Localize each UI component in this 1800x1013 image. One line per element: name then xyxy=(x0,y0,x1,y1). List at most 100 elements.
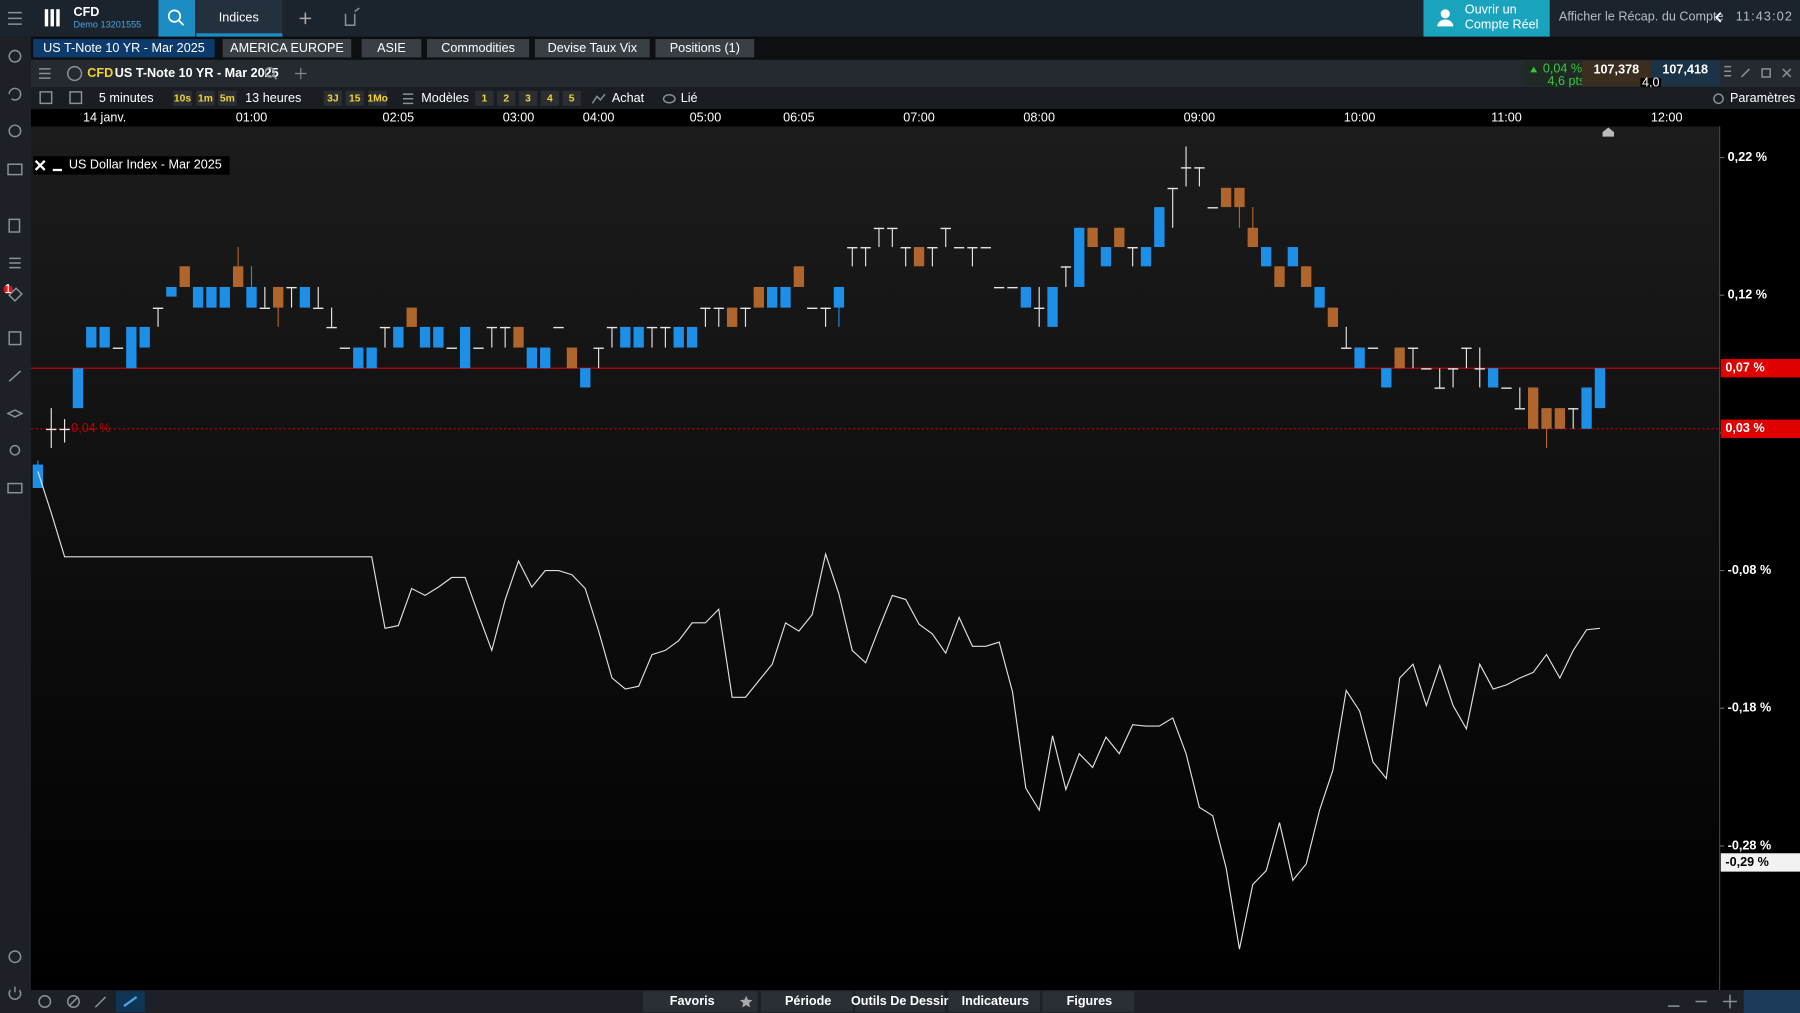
x-tick-label: 10:00 xyxy=(1344,111,1376,125)
candle-body xyxy=(112,347,124,349)
bottom-tab[interactable] xyxy=(948,991,1041,1012)
toolbar-icons[interactable] xyxy=(39,91,83,105)
buy[interactable]: Achat xyxy=(612,91,645,105)
tab[interactable] xyxy=(655,39,755,58)
candle-body xyxy=(767,286,778,308)
toolbar-button[interactable] xyxy=(518,90,538,106)
bottom-tab[interactable] xyxy=(761,991,853,1012)
sidebar xyxy=(0,36,31,1013)
bottom-tab[interactable] xyxy=(855,991,945,1012)
favorite-star[interactable] xyxy=(739,995,753,1008)
candle-body xyxy=(1447,368,1459,370)
candle-body xyxy=(366,347,377,369)
active-tool xyxy=(1743,990,1800,1013)
candle-body xyxy=(379,326,391,329)
toolbar-button[interactable] xyxy=(218,90,237,106)
candle-body xyxy=(339,347,351,349)
legend-close[interactable] xyxy=(34,159,46,171)
tab[interactable] xyxy=(361,39,422,58)
candle-body xyxy=(1207,207,1218,209)
account-recap[interactable]: Afficher le Récap. du Compte xyxy=(1559,10,1724,24)
alert-marker[interactable] xyxy=(1602,127,1615,137)
toolbar-button[interactable] xyxy=(562,90,581,106)
bottom-tab[interactable] xyxy=(642,991,758,1012)
candle-body xyxy=(486,326,497,329)
candle-body xyxy=(1394,347,1405,369)
sidebar-icons[interactable] xyxy=(6,49,24,1000)
templates[interactable]: Modèles xyxy=(421,91,469,105)
candle-body xyxy=(1047,286,1058,327)
candle-body xyxy=(1074,227,1085,287)
tab[interactable] xyxy=(33,39,215,58)
candle-body xyxy=(313,307,324,309)
settings[interactable]: Paramètres xyxy=(1730,91,1795,105)
x-tick-label: 11:00 xyxy=(1491,111,1522,125)
toolbar-button[interactable] xyxy=(173,90,192,106)
candle-body xyxy=(606,326,618,329)
candle-body xyxy=(1367,347,1379,349)
instrument-search[interactable] xyxy=(264,67,278,80)
open-account-button[interactable]: Ouvrir un Compte Réel xyxy=(1423,0,1550,37)
plot-area xyxy=(30,126,1720,991)
slot-buttons: 1 2 3 4 5 xyxy=(475,90,581,106)
candle-body xyxy=(1594,368,1606,409)
candle-body xyxy=(1087,227,1098,248)
add-tab[interactable] xyxy=(299,12,312,25)
toolbar-button-label: 10s xyxy=(174,94,191,105)
x-tick-label: 03:00 xyxy=(503,111,535,125)
candle-body xyxy=(686,326,698,348)
range[interactable]: 13 heures xyxy=(245,91,301,105)
tab[interactable] xyxy=(534,39,650,58)
toolbar-button[interactable] xyxy=(196,90,215,106)
y-tick-label: -0,28 % xyxy=(1728,838,1772,852)
toolbar-button[interactable] xyxy=(345,90,364,106)
toolbar-button[interactable] xyxy=(368,90,387,106)
indices-tab[interactable]: Indices xyxy=(196,0,283,37)
interval[interactable]: 5 minutes xyxy=(99,91,154,105)
candle-body xyxy=(553,326,564,329)
candle-body xyxy=(1568,408,1579,410)
candle-body xyxy=(1474,368,1485,370)
chart: 0,22 %0,12 %0,02 %-0,08 %-0,18 %-0,28 %1… xyxy=(30,111,1800,950)
tab-label: Positions (1) xyxy=(670,41,740,55)
toolbar-button-label: 1Mo xyxy=(367,94,388,105)
tab[interactable] xyxy=(222,39,352,58)
link[interactable]: Lié xyxy=(681,91,698,105)
add-instrument[interactable] xyxy=(295,67,307,80)
candle-body xyxy=(152,307,164,309)
bottom-tab[interactable] xyxy=(1042,991,1135,1012)
window-controls[interactable] xyxy=(1724,65,1792,78)
candle-body xyxy=(1020,286,1032,308)
candle-body xyxy=(1234,187,1245,208)
toolbar-button[interactable] xyxy=(497,90,516,106)
x-tick-label: 02:05 xyxy=(383,111,415,125)
bid-box[interactable] xyxy=(1581,60,1651,87)
instrument-menu[interactable] xyxy=(39,68,51,79)
menu-button[interactable] xyxy=(8,11,22,25)
candle-body xyxy=(847,247,858,249)
y-tick-label: -0,18 % xyxy=(1728,701,1772,715)
candle-body xyxy=(700,307,711,309)
collapse-arrow[interactable] xyxy=(1714,11,1722,23)
candle-body xyxy=(72,368,84,409)
candle-body xyxy=(1554,408,1566,429)
tab[interactable] xyxy=(427,39,530,58)
candle-body xyxy=(286,286,297,289)
ask-box[interactable] xyxy=(1650,60,1720,87)
toolbar-button[interactable] xyxy=(540,90,560,106)
price-label-box xyxy=(1720,419,1800,438)
brand: CFD xyxy=(73,5,99,19)
candle-body xyxy=(673,326,684,348)
tool-icon[interactable] xyxy=(344,7,360,27)
toolbar-button[interactable] xyxy=(323,90,343,106)
toolbar-button[interactable] xyxy=(475,90,494,106)
ask-price: 107,418 xyxy=(1662,62,1708,76)
candle-body xyxy=(1260,247,1272,267)
search-button[interactable] xyxy=(158,0,196,37)
candle-body xyxy=(206,286,217,308)
instrument-info[interactable] xyxy=(66,65,83,82)
candle-body xyxy=(526,347,538,369)
candle-body xyxy=(1541,408,1552,429)
candle-body xyxy=(1127,247,1138,249)
